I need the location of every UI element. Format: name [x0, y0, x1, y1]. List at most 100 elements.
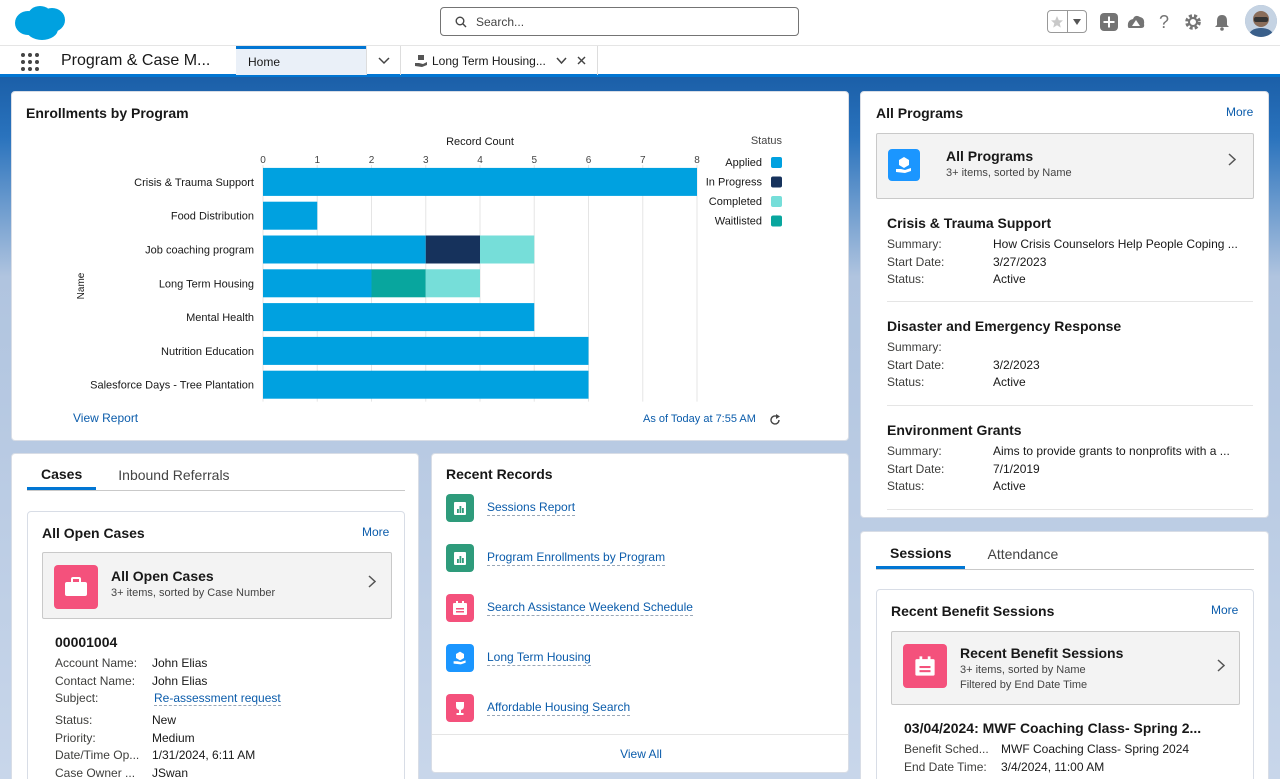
tab-long-term-housing[interactable]: Long Term Housing...	[402, 46, 598, 75]
case-number[interactable]: 00001004	[55, 634, 118, 650]
search-placeholder: Search...	[476, 15, 525, 29]
gear-icon[interactable]	[1183, 11, 1203, 33]
favorites-dropdown-icon[interactable]	[1068, 11, 1087, 32]
category-label: Food Distribution	[171, 211, 254, 223]
bar-in-progress	[425, 235, 480, 264]
program-name[interactable]: Environment Grants	[887, 422, 1022, 438]
case-record: 00001004 Account Name: John Elias Contact…	[55, 634, 385, 779]
all-programs-list-header[interactable]: All Programs 3+ items, sorted by Name	[876, 133, 1254, 199]
program-start-date: 7/1/2019	[993, 461, 1040, 476]
all-programs-list-subtitle: 3+ items, sorted by Name	[946, 167, 1072, 179]
category-label: Nutrition Education	[161, 346, 254, 358]
bar-applied	[263, 303, 535, 332]
as-of-timestamp: As of Today at 7:55 AM	[643, 413, 756, 425]
close-tab-icon[interactable]	[577, 56, 586, 65]
chevron-down-icon	[377, 56, 390, 64]
programs-more-link[interactable]: More	[1226, 105, 1254, 119]
all-open-cases-panel: All Open Cases More All Open Cases 3+ it…	[27, 511, 405, 779]
briefcase-icon	[54, 565, 98, 609]
recent-benefit-sessions-panel: Recent Benefit Sessions More Recent Bene…	[876, 589, 1254, 779]
user-avatar[interactable]	[1245, 5, 1277, 37]
salesforce-cloud-logo[interactable]	[12, 4, 68, 42]
end-date-time: 3/4/2024, 11:00 AM	[1001, 759, 1105, 774]
tab-home[interactable]: Home	[236, 46, 366, 75]
sessions-more-link[interactable]: More	[1211, 603, 1239, 617]
field-label: Priority:	[55, 730, 96, 745]
bar-waitlisted	[371, 269, 426, 298]
global-actions-add-icon[interactable]	[1099, 11, 1119, 33]
recent-records-card: Recent Records Sessions Report Program E…	[431, 453, 849, 773]
legend-swatch	[771, 196, 782, 207]
field-label: Summary:	[887, 340, 942, 354]
chevron-right-icon	[368, 575, 377, 593]
trophy-icon	[446, 694, 474, 722]
recent-record-link[interactable]: Sessions Report	[487, 500, 576, 516]
refresh-icon[interactable]	[769, 414, 781, 426]
global-search[interactable]: Search...	[440, 7, 799, 36]
benefit-schedule: MWF Coaching Class- Spring 2024	[1001, 742, 1190, 756]
recent-record-item: Affordable Housing Search	[446, 694, 631, 722]
case-subject-link[interactable]: Re-assessment request	[154, 691, 281, 706]
bar-applied	[263, 201, 318, 230]
calendar-schedule-icon	[903, 644, 947, 688]
notification-bell-icon[interactable]	[1212, 11, 1232, 33]
legend-label: Completed	[709, 196, 762, 208]
tab-options-chevron-icon[interactable]	[556, 56, 567, 65]
field-label: Status:	[887, 375, 925, 389]
bar-applied	[263, 167, 697, 196]
field-label: Account Name:	[55, 656, 138, 670]
all-open-cases-list-header[interactable]: All Open Cases 3+ items, sorted by Case …	[42, 552, 392, 619]
program-icon	[888, 149, 920, 181]
enrollments-bar-chart: Record Count 0 1 2 3 4 5 6 7 8 Name Crisis & Trauma…	[76, 135, 782, 402]
program-name[interactable]: Disaster and Emergency Response	[887, 318, 1122, 334]
recent-record-link[interactable]: Search Assistance Weekend Schedule	[487, 600, 693, 616]
bar-completed	[425, 269, 480, 298]
app-launcher-icon[interactable]	[21, 53, 41, 71]
recent-record-item: Search Assistance Weekend Schedule	[446, 594, 693, 622]
case-status: New	[152, 713, 177, 727]
nav-menu-dropdown[interactable]	[366, 46, 401, 75]
category-label: Salesforce Days - Tree Plantation	[90, 380, 254, 392]
recent-record-link[interactable]: Long Term Housing	[487, 650, 591, 666]
account-name: John Elias	[152, 656, 208, 670]
tab-sessions[interactable]: Sessions	[876, 539, 966, 569]
recent-benefit-sessions-list-header[interactable]: Recent Benefit Sessions 3+ items, sorted…	[891, 631, 1240, 705]
report-icon	[446, 544, 474, 572]
category-label: Long Term Housing	[159, 278, 254, 290]
program-summary: Aims to provide grants to nonprofits wit…	[993, 444, 1230, 458]
x-tick-label: 6	[586, 155, 592, 166]
tab-home-label: Home	[248, 55, 281, 69]
star-icon[interactable]	[1048, 11, 1068, 32]
view-all-link[interactable]: View All	[620, 747, 662, 761]
global-header: Search... ?	[0, 0, 1280, 45]
recent-record-link[interactable]: Affordable Housing Search	[487, 700, 631, 716]
field-label: Subject:	[55, 691, 99, 705]
field-label: Summary:	[887, 237, 942, 251]
all-programs-card: All Programs More All Programs 3+ items,…	[860, 91, 1269, 518]
bar-applied	[263, 269, 372, 298]
cases-more-link[interactable]: More	[362, 525, 390, 539]
bar-applied	[263, 235, 426, 264]
program-start-date: 3/27/2023	[993, 254, 1047, 269]
recent-record-link[interactable]: Program Enrollments by Program	[487, 550, 666, 566]
tab-attendance[interactable]: Attendance	[987, 546, 1059, 562]
x-tick-label: 3	[423, 155, 429, 166]
tab-inbound-referrals[interactable]: Inbound Referrals	[118, 467, 230, 483]
x-tick-label: 5	[531, 155, 537, 166]
contact-name: John Elias	[152, 673, 208, 688]
tab-cases[interactable]: Cases	[27, 460, 97, 490]
session-name[interactable]: 03/04/2024: MWF Coaching Class- Spring 2…	[904, 720, 1202, 736]
program-summary	[993, 340, 1243, 358]
help-icon[interactable]: ?	[1158, 11, 1169, 32]
all-open-cases-title: All Open Cases	[42, 525, 145, 541]
program-name[interactable]: Crisis & Trauma Support	[887, 215, 1052, 231]
trailhead-icon[interactable]	[1125, 11, 1147, 33]
x-tick-label: 0	[260, 155, 266, 166]
view-report-link[interactable]: View Report	[73, 411, 139, 425]
category-label: Crisis & Trauma Support	[134, 177, 254, 189]
program-record: Environment Grants Summary: Aims to provi…	[887, 422, 1253, 510]
x-tick-label: 8	[694, 155, 700, 166]
search-icon	[455, 16, 467, 28]
favorites-button[interactable]	[1047, 10, 1087, 33]
program-icon	[446, 644, 474, 672]
